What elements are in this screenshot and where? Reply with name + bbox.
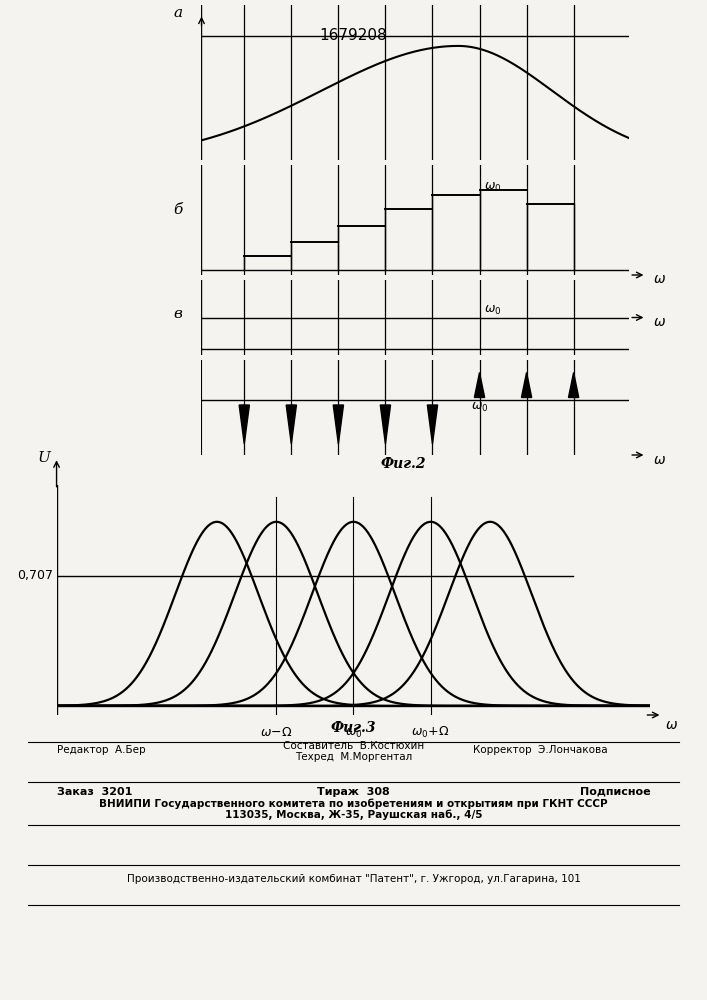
- Text: Составитель  В.Костюхин: Составитель В.Костюхин: [283, 741, 424, 751]
- Text: 0,707: 0,707: [18, 569, 54, 582]
- Text: ВНИИПИ Государственного комитета по изобретениям и открытиям при ГКНТ СССР: ВНИИПИ Государственного комитета по изоб…: [99, 798, 608, 809]
- Text: $\omega_0$: $\omega_0$: [484, 304, 501, 317]
- Polygon shape: [333, 405, 344, 444]
- Text: $\omega_0\!+\!\Omega$: $\omega_0\!+\!\Omega$: [411, 725, 450, 740]
- Text: $\omega$: $\omega$: [653, 454, 666, 468]
- Text: Заказ  3201: Заказ 3201: [57, 787, 132, 797]
- Text: Тираж  308: Тираж 308: [317, 787, 390, 797]
- Text: Фиг.3: Фиг.3: [331, 721, 376, 735]
- Polygon shape: [427, 405, 438, 444]
- Text: а: а: [173, 6, 182, 20]
- Text: 113035, Москва, Ж-35, Раушская наб., 4/5: 113035, Москва, Ж-35, Раушская наб., 4/5: [225, 810, 482, 820]
- Text: Корректор  Э.Лончакова: Корректор Э.Лончакова: [474, 745, 608, 755]
- Text: $\omega$: $\omega$: [665, 718, 678, 732]
- Text: Техред  М.Моргентал: Техред М.Моргентал: [295, 752, 412, 762]
- Text: $\omega\!-\!\Omega$: $\omega\!-\!\Omega$: [260, 726, 293, 739]
- Text: б: б: [173, 204, 182, 218]
- Text: U: U: [37, 451, 51, 465]
- Text: $\omega_0$: $\omega_0$: [484, 181, 501, 194]
- Text: $\omega$: $\omega$: [653, 316, 666, 330]
- Polygon shape: [286, 405, 296, 444]
- Text: Производственно-издательский комбинат "Патент", г. Ужгород, ул.Гагарина, 101: Производственно-издательский комбинат "П…: [127, 874, 580, 884]
- Polygon shape: [239, 405, 250, 444]
- Polygon shape: [568, 372, 579, 397]
- Text: Редактор  А.Бер: Редактор А.Бер: [57, 745, 145, 755]
- Text: 1679208: 1679208: [320, 28, 387, 43]
- Text: Подписное: Подписное: [580, 787, 650, 797]
- Polygon shape: [522, 372, 532, 397]
- Text: $\omega_0$: $\omega_0$: [345, 727, 362, 740]
- Polygon shape: [380, 405, 390, 444]
- Text: Фиг.2: Фиг.2: [380, 457, 426, 471]
- Polygon shape: [474, 372, 485, 397]
- Text: в: в: [173, 306, 182, 320]
- Text: $\omega_0$: $\omega_0$: [471, 401, 489, 414]
- Text: $\omega$: $\omega$: [653, 272, 666, 286]
